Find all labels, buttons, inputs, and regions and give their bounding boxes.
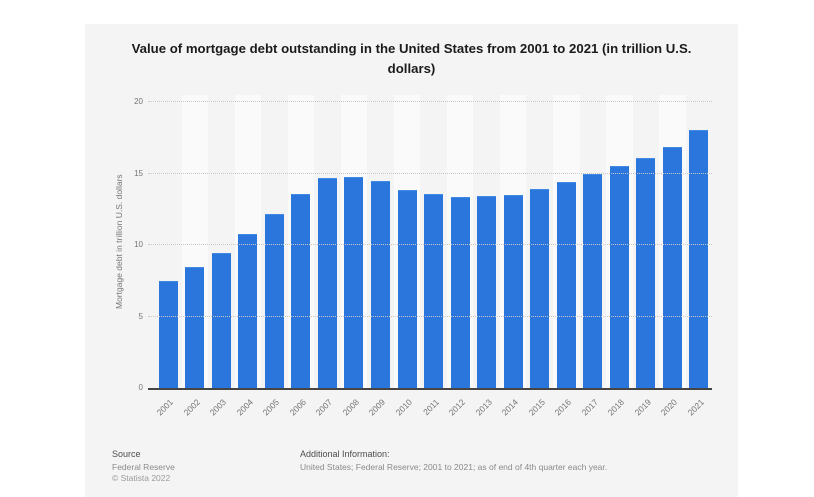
bar-2017[interactable] [583,173,603,388]
bar-2012[interactable] [450,196,470,388]
column-2019 [633,95,660,388]
column-2008 [340,95,368,388]
statista-chart-card: Value of mortgage debt outstanding in th… [85,24,738,497]
y-axis-ticks: 0 5 10 15 20 [121,95,143,392]
column-2012 [446,95,474,388]
column-2002 [181,95,209,388]
source-value: Federal Reserve [112,462,175,472]
bar-2011[interactable] [424,194,444,388]
gridline-20 [148,101,712,102]
gridline-15 [148,172,712,174]
columns [155,95,712,388]
bar-2004[interactable] [238,234,258,388]
y-tick-label-20: 20 [134,97,143,106]
bar-2002[interactable] [185,267,205,388]
bar-2020[interactable] [662,146,682,388]
y-tick-label-15: 15 [134,168,143,178]
column-2015 [526,95,553,388]
bar-2016[interactable] [556,181,576,388]
bar-2001[interactable] [158,280,178,388]
additional-info-label: Additional Information: [300,449,390,459]
bar-2018[interactable] [609,166,629,388]
additional-info-value: United States; Federal Reserve; 2001 to … [300,462,608,472]
y-tick-label-10: 10 [134,240,143,249]
x-axis-labels: 2001 2002 2003 2004 2005 2006 2007 2008 2009 2010… [155,388,712,428]
bar-2019[interactable] [636,158,656,388]
column-2004 [234,95,262,388]
additional-info-block: Additional Information: United States; F… [300,449,700,473]
bar-2010[interactable] [397,189,417,388]
plot-area: 2001 2002 2003 2004 2005 2006 2007 2008 2009 2010… [148,95,712,417]
bar-2008[interactable] [344,176,364,388]
column-2016 [552,95,580,388]
bar-2007[interactable] [317,178,337,388]
column-2001 [155,95,182,388]
chart-title: Value of mortgage debt outstanding in th… [131,41,692,76]
column-2005 [261,95,288,388]
bar-2003[interactable] [211,252,231,388]
column-2020 [659,95,686,388]
source-label: Source [112,449,141,459]
column-2017 [580,95,607,388]
column-2018 [606,95,633,388]
bar-2009[interactable] [371,180,391,388]
column-2007 [314,95,341,388]
y-tick-label-5: 5 [138,311,143,321]
gridline-5 [148,315,712,317]
column-2006 [287,95,315,388]
column-2003 [208,95,235,388]
bar-2015[interactable] [530,188,550,388]
bar-2006[interactable] [291,193,311,388]
bar-2014[interactable] [503,194,523,388]
statista-copyright: © Statista 2022 [112,473,171,483]
bar-2013[interactable] [477,196,497,388]
column-2014 [499,95,527,388]
column-2013 [473,95,500,388]
source-block: Source Federal Reserve © Statista 2022 [112,449,175,484]
gridline-10 [148,244,712,245]
column-2010 [393,95,421,388]
column-2009 [367,95,394,388]
column-2021 [686,95,713,388]
bar-2021[interactable] [689,129,709,388]
column-2011 [420,95,447,388]
bar-2005[interactable] [264,213,284,388]
y-tick-label-0: 0 [138,383,143,392]
